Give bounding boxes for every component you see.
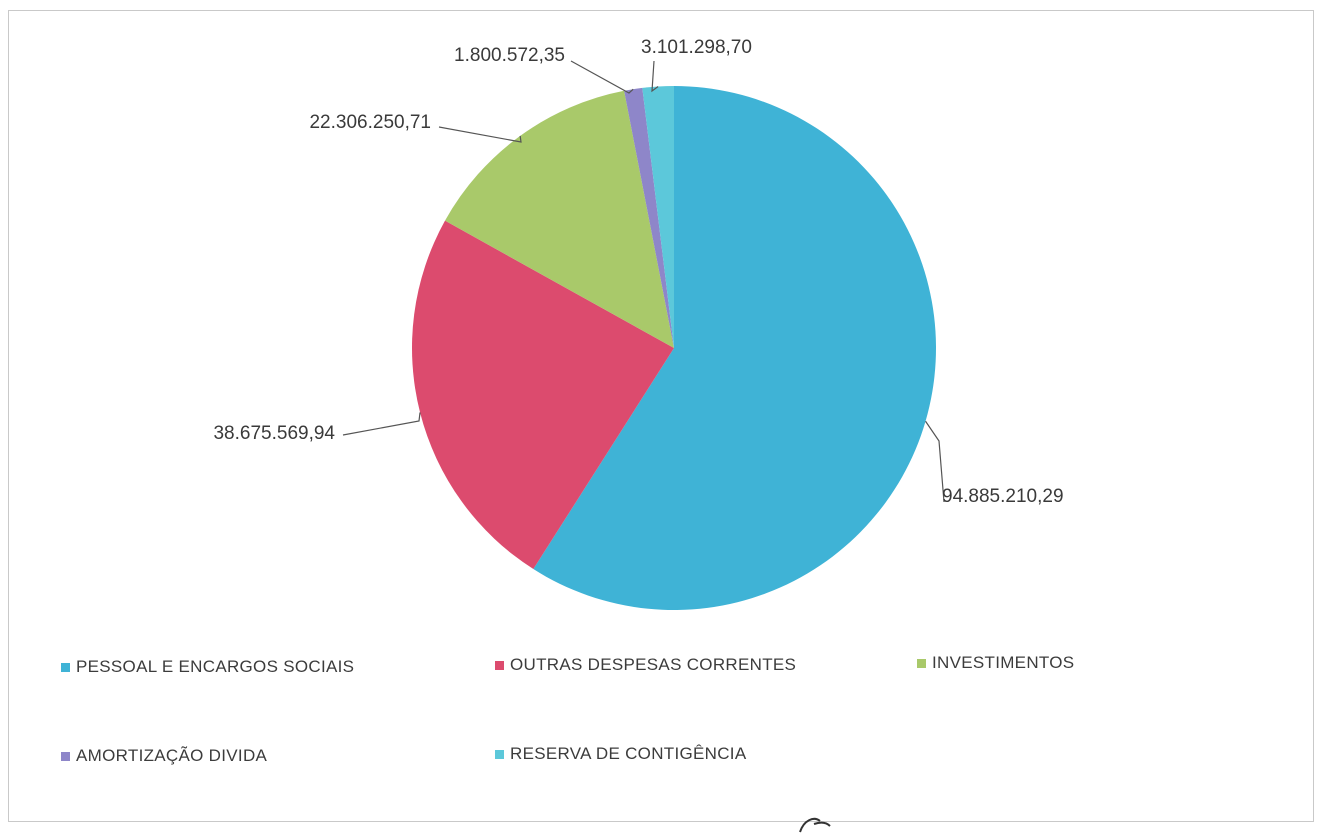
pie-slice-reserva [642, 86, 674, 348]
handwritten-signature [799, 817, 831, 833]
data-label-pessoal: 94.885.210,29 [942, 486, 1064, 507]
legend-swatch-investimentos [917, 658, 926, 668]
legend-label-pessoal: PESSOAL E ENCARGOS SOCIAIS [76, 657, 355, 676]
legend-label-investimentos: INVESTIMENTOS [932, 653, 1075, 672]
legend-item-pessoal: PESSOAL E ENCARGOS SOCIAIS [61, 657, 354, 677]
data-label-amortizacao: 1.800.572,35 [454, 45, 565, 66]
pie-chart: 94.885.210,29 38.675.569,94 22.306.250,7… [213, 37, 1064, 610]
leader-line-reserva [651, 60, 659, 93]
pie-slice-investimentos [445, 90, 674, 349]
leader-line-amortizacao [570, 60, 634, 94]
pie-slice-pessoal [533, 86, 936, 610]
legend-swatch-pessoal [61, 662, 70, 672]
data-label-reserva: 3.101.298,70 [641, 37, 752, 58]
chart-frame: 94.885.210,29 38.675.569,94 22.306.250,7… [8, 10, 1314, 822]
data-label-investimentos: 22.306.250,71 [309, 112, 431, 133]
legend-swatch-amortizacao [61, 751, 70, 761]
data-labels: 94.885.210,29 38.675.569,94 22.306.250,7… [213, 37, 1063, 507]
leader-lines [342, 60, 945, 503]
legend-item-amortizacao: AMORTIZAÇÃO DIVIDA [61, 746, 267, 766]
data-label-outras-despesas: 38.675.569,94 [213, 423, 335, 444]
legend-swatch-reserva [495, 749, 504, 759]
legend-item-investimentos: INVESTIMENTOS [917, 653, 1074, 673]
leader-line-outras-despesas [342, 412, 421, 436]
leader-line-investimentos [438, 126, 522, 143]
legend-item-reserva: RESERVA DE CONTIGÊNCIA [495, 744, 746, 764]
pie-slices [412, 86, 936, 610]
legend-swatch-outras-despesas [495, 660, 504, 670]
pie-slice-outras-despesas [412, 220, 674, 570]
legend-item-outras-despesas: OUTRAS DESPESAS CORRENTES [495, 655, 796, 675]
legend-label-outras-despesas: OUTRAS DESPESAS CORRENTES [510, 655, 797, 674]
pie-slice-amortizacao [624, 87, 674, 349]
legend-label-amortizacao: AMORTIZAÇÃO DIVIDA [76, 746, 268, 765]
leader-line-pessoal [925, 420, 945, 503]
legend-label-reserva: RESERVA DE CONTIGÊNCIA [510, 744, 747, 763]
